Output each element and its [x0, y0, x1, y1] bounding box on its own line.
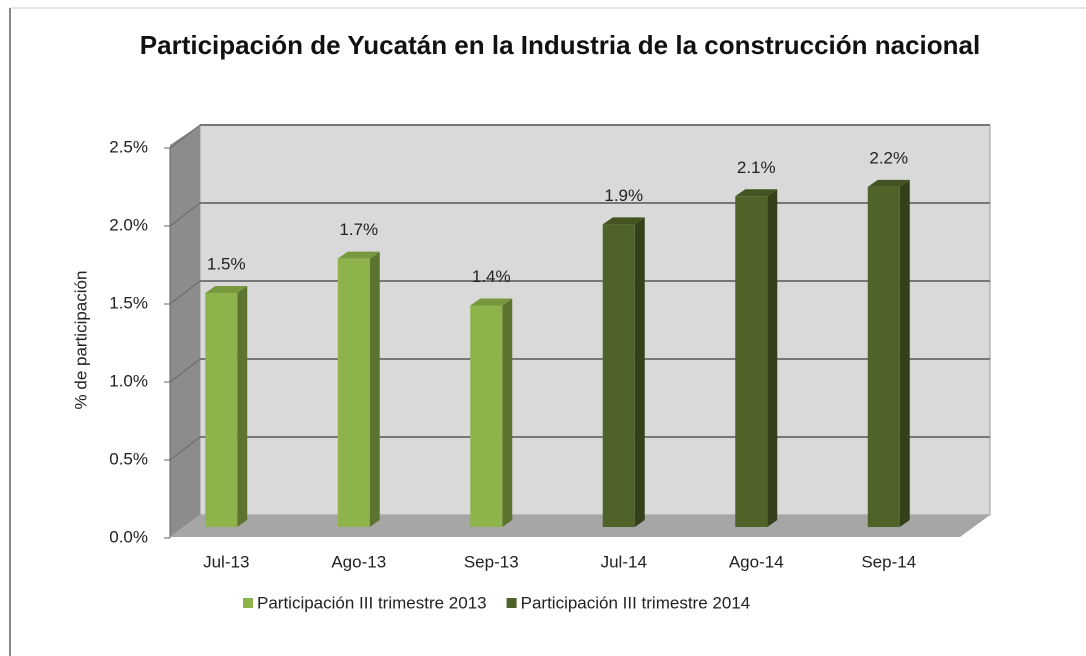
bar-face [899, 179, 910, 528]
bar-face [867, 179, 910, 187]
legend-swatch [506, 598, 517, 608]
floor [170, 515, 990, 537]
bar [867, 179, 910, 528]
y-tick-label: 0.0% [109, 527, 148, 546]
x-tick-label: Ago-14 [729, 552, 784, 571]
value-label: 2.1% [737, 158, 776, 177]
legend-label: Participación III trimestre 2013 [257, 593, 487, 612]
grid-line [169, 280, 201, 305]
y-tick-label: 0.5% [109, 449, 148, 468]
bar [337, 251, 380, 527]
value-label: 1.4% [472, 267, 511, 286]
x-tick-label: Sep-14 [861, 552, 916, 571]
grid-line [169, 436, 201, 461]
bar-face [634, 217, 645, 528]
grid-line [169, 202, 201, 227]
bar [470, 298, 513, 527]
bar-face [237, 286, 248, 527]
bar [602, 217, 645, 528]
bar-face [867, 186, 900, 528]
grid-line [169, 358, 201, 383]
bar-face [470, 298, 513, 306]
value-label: 1.5% [207, 254, 246, 273]
value-label: 2.2% [869, 148, 908, 167]
bar-face [337, 258, 370, 527]
y-axis-label: % de participación [71, 271, 90, 410]
chart-title: Participación de Yucatán en la Industria… [139, 30, 981, 60]
bar [735, 189, 778, 527]
bar-face [470, 305, 503, 527]
bar-face [502, 298, 513, 527]
bar-face [602, 224, 635, 528]
x-tick-label: Ago-13 [331, 552, 386, 571]
grid-line [169, 124, 201, 149]
bar-face [735, 189, 778, 197]
value-label: 1.9% [604, 186, 643, 205]
side-wall [170, 125, 200, 537]
bar-face [205, 286, 248, 293]
bar-face [767, 189, 778, 527]
bar [205, 286, 248, 527]
bar-face [602, 217, 645, 225]
bar-face [337, 251, 380, 259]
bar-face [735, 196, 768, 527]
y-tick-label: 2.5% [109, 137, 148, 156]
x-tick-label: Jul-14 [601, 552, 647, 571]
bar-face [205, 293, 238, 527]
y-tick-label: 2.0% [109, 215, 148, 234]
x-tick-label: Sep-13 [464, 552, 519, 571]
y-tick-label: 1.0% [109, 371, 148, 390]
y-tick-label: 1.5% [109, 293, 148, 312]
legend-swatch [243, 598, 253, 608]
legend-label: Participación III trimestre 2014 [521, 593, 751, 612]
value-label: 1.7% [339, 220, 378, 239]
x-tick-label: Jul-13 [203, 552, 249, 571]
bar-face [369, 251, 380, 527]
